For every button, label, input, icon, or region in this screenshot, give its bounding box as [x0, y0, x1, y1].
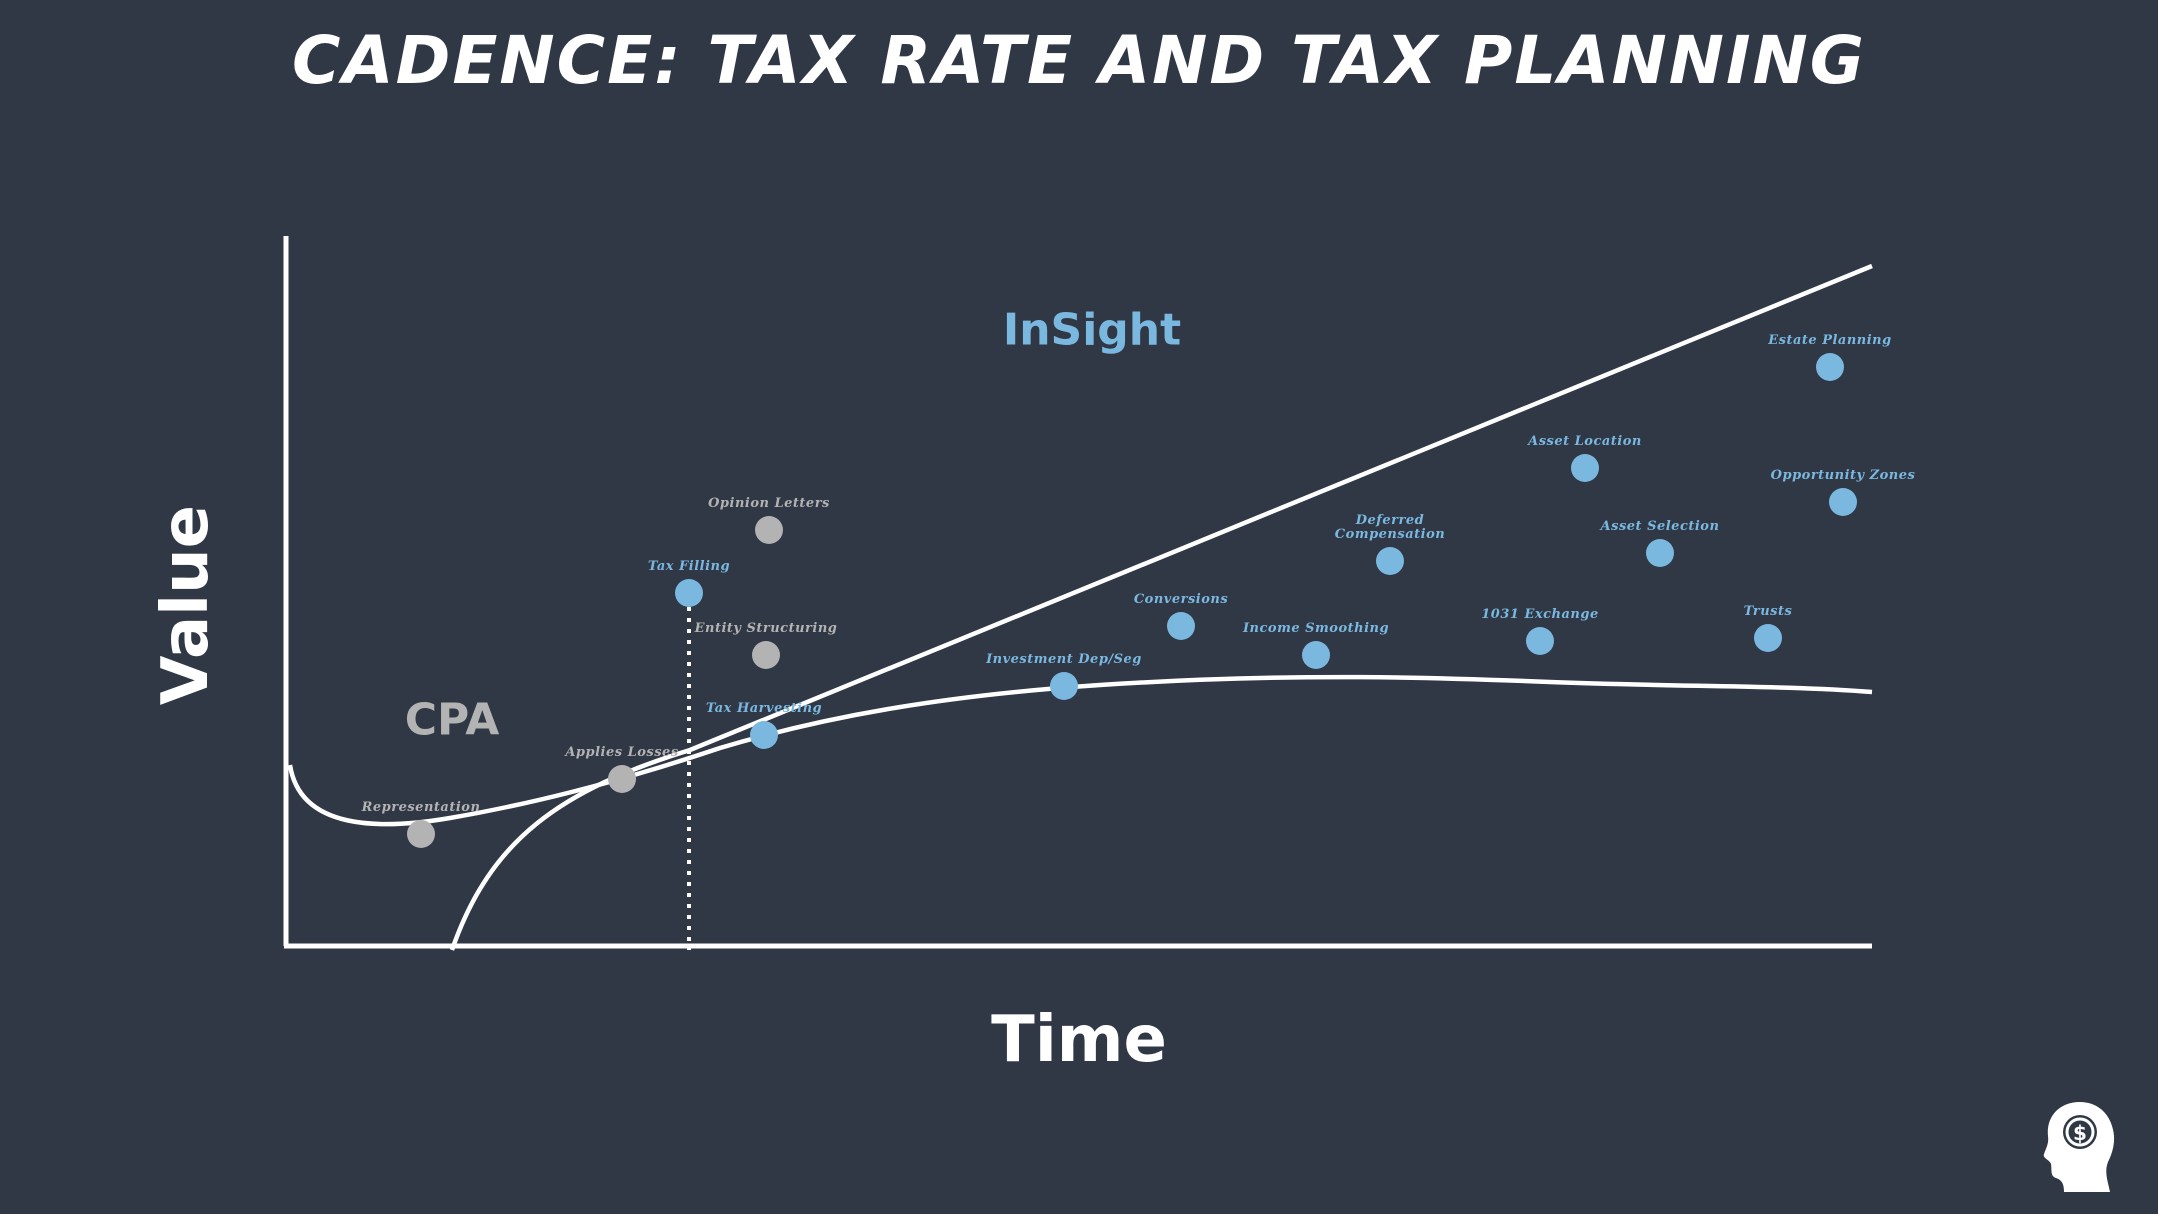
label-1031-exchange: 1031 Exchange [1481, 607, 1598, 622]
point-asset-selection [1646, 539, 1674, 567]
label-representation: Representation [361, 800, 481, 815]
point-tax-filling [675, 579, 703, 607]
point-asset-location [1571, 454, 1599, 482]
point-applies-losses [608, 765, 636, 793]
point-income-smoothing [1302, 641, 1330, 669]
cpa-region-label: CPA [404, 694, 500, 746]
point-conversions [1167, 612, 1195, 640]
label-applies-losses: Applies Losses [563, 745, 678, 760]
head-dollar-icon: $ [2043, 1102, 2115, 1192]
label-trusts: Trusts [1744, 604, 1793, 619]
point-entity-structuring [752, 641, 780, 669]
page-title: Cadence: Tax Rate and Tax Planning [292, 22, 1866, 99]
label-asset-location: Asset Location [1526, 434, 1642, 449]
point-opportunity-zones [1829, 488, 1857, 516]
x-axis-label: Time [991, 1003, 1167, 1077]
point-investment-dep-seg [1050, 672, 1078, 700]
point-trusts [1754, 624, 1782, 652]
label-deferred-compensation: Deferred Compensation [1335, 513, 1445, 542]
insight-curve [449, 263, 1873, 951]
cpa-curve [287, 674, 1873, 827]
label-opinion-letters: Opinion Letters [708, 496, 830, 511]
insight-region-label: InSight [1002, 304, 1182, 356]
point-1031-exchange [1526, 627, 1554, 655]
label-estate-planning: Estate Planning [1767, 333, 1891, 348]
label-conversions: Conversions [1134, 592, 1229, 607]
point-estate-planning [1816, 353, 1844, 381]
label-entity-structuring: Entity Structuring [694, 621, 838, 636]
label-tax-filling: Tax Filling [648, 559, 730, 574]
y-axis-label: Value [149, 504, 223, 706]
point-representation [407, 820, 435, 848]
logo-dollar-symbol: $ [2073, 1121, 2087, 1145]
label-tax-harvesting: Tax Harvesting [706, 701, 822, 716]
label-investment-dep-seg: Investment Dep/Seg [985, 652, 1142, 667]
label-asset-selection: Asset Selection [1599, 519, 1720, 534]
point-tax-harvesting [750, 721, 778, 749]
label-opportunity-zones: Opportunity Zones [1771, 468, 1916, 483]
label-income-smoothing: Income Smoothing [1242, 621, 1389, 636]
point-opinion-letters [755, 516, 783, 544]
point-deferred-compensation [1376, 547, 1404, 575]
